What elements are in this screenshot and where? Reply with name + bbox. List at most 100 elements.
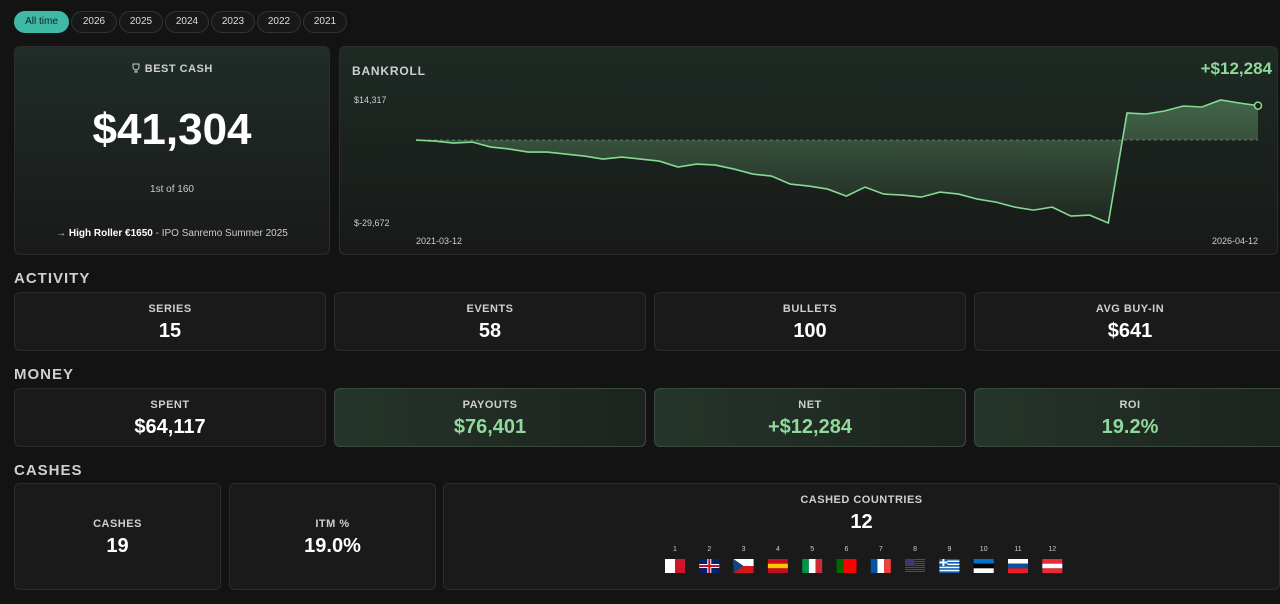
y-tick-label: $14,317: [354, 95, 387, 105]
flag-part: [708, 559, 711, 573]
countries-card: CASHED COUNTRIES 12 1 2 3 4 5 6 7 8 9 10 11 12: [443, 483, 1280, 590]
section-title: CASHES: [14, 462, 83, 479]
flag-rank: 3: [742, 546, 746, 553]
tab[interactable]: 2025: [119, 11, 163, 33]
flag-rank: 11: [1014, 546, 1021, 553]
flag-part: [877, 559, 885, 573]
flag-part: [905, 567, 926, 568]
flag-rank: 12: [1048, 546, 1056, 553]
flag-rank: 10: [980, 546, 988, 553]
stat-value: +$12,284: [768, 416, 852, 438]
area: [416, 100, 1258, 223]
flag-part: [1042, 559, 1063, 564]
bankroll-card: BANKROLL +$12,284 $14,317 $-29,672 2021-03…: [339, 46, 1278, 255]
flag-part: [733, 559, 754, 566]
flag-part: [767, 563, 788, 569]
flag-part: [1008, 568, 1028, 573]
bankroll-change: +$12,284: [1201, 59, 1273, 78]
flag-rank: 7: [879, 546, 883, 553]
countries-value: 12: [850, 511, 873, 533]
flag-part: [1042, 563, 1063, 569]
stat-card: SERIES 15: [14, 292, 326, 351]
stat-label: NET: [798, 399, 822, 411]
stat-value: $76,401: [453, 416, 527, 438]
flag-icon: [665, 559, 685, 573]
flag-icon: [870, 559, 891, 573]
tab[interactable]: 2023: [211, 11, 255, 33]
chart-title: BANKROLL: [352, 64, 426, 78]
flag-icon: [699, 559, 720, 573]
flag-part: [843, 559, 850, 573]
flag-part: [973, 563, 994, 569]
flag-rank: 4: [776, 546, 780, 553]
flag-part: [849, 559, 857, 573]
bankroll-chart: BANKROLL +$12,284 $14,317 $-29,672 2021-03…: [352, 59, 1273, 246]
best-cash-event-line: → High Roller €1650 - IPO Sanremo Summer…: [56, 228, 288, 239]
stat-card: BULLETS 100: [654, 292, 966, 351]
tab[interactable]: 2021: [303, 11, 347, 33]
flag-part: [767, 568, 788, 573]
flag-icon: [939, 559, 960, 573]
stat-label: AVG BUY-IN: [1095, 303, 1165, 315]
tab[interactable]: 2024: [165, 11, 209, 33]
flag-rank: 2: [707, 546, 711, 553]
stat-label: SPENT: [150, 399, 190, 411]
best-cash-amount: $41,304: [92, 105, 252, 154]
stat-label: ITM %: [315, 518, 350, 530]
stat-card: AVG BUY-IN $641: [974, 292, 1280, 351]
flag-icon: [905, 559, 926, 572]
flag-part: [1008, 559, 1028, 564]
event-name: High Roller €1650: [68, 228, 153, 239]
flag-part: [939, 560, 960, 562]
stat-label: EVENTS: [466, 303, 514, 315]
stat-value: 19.0%: [304, 535, 361, 557]
flag-icon: [836, 559, 857, 573]
flag-rank: 1: [673, 546, 677, 553]
flag-rank: 6: [845, 546, 849, 553]
stat-value: 100: [793, 320, 827, 342]
tab[interactable]: 2022: [257, 11, 301, 33]
best-cash-header: BEST CASH: [15, 63, 329, 75]
flag-part: [973, 568, 994, 573]
flag-part: [808, 559, 816, 573]
flag-part: [905, 559, 926, 560]
flag-part: [733, 566, 754, 573]
flag-part: [733, 559, 744, 573]
tab[interactable]: All time: [14, 11, 69, 33]
section-title: ACTIVITY: [14, 270, 91, 287]
flag-icon: [973, 559, 994, 573]
flag-list: 1 2 3 4 5 6 7 8 9 10 11 12: [665, 546, 1063, 573]
series-name: - IPO Sanremo Summer 2025: [155, 228, 288, 239]
flag-icon: [1008, 559, 1028, 573]
flag-part: [815, 559, 823, 573]
countries-label: CASHED COUNTRIES: [800, 494, 923, 506]
best-cash-rank: 1st of 160: [150, 184, 194, 195]
flag-part: [939, 561, 948, 564]
flag-part: [665, 559, 675, 573]
stat-label: CASHES: [93, 518, 142, 530]
best-cash-card: BEST CASH $41,304 1st of 160 → High Roll…: [14, 46, 330, 255]
stat-value: 19.2%: [1101, 416, 1159, 438]
stat-value: $641: [1107, 320, 1153, 342]
flag-part: [884, 559, 891, 573]
x-tick-label: 2021-03-12: [416, 236, 462, 246]
stat-label: BULLETS: [782, 303, 838, 315]
stat-value: $64,117: [134, 416, 206, 438]
flag-part: [905, 571, 926, 572]
flag-part: [939, 563, 960, 566]
stat-card: ROI 19.2%: [974, 388, 1280, 447]
y-tick-label: $-29,672: [354, 218, 390, 228]
tab[interactable]: 2026: [71, 11, 117, 33]
flag-part: [905, 565, 926, 566]
stat-value: 19: [106, 535, 129, 557]
flag-icon: [767, 559, 788, 573]
stat-card: PAYOUTS $76,401: [334, 388, 646, 447]
stat-card: ITM % 19.0%: [229, 483, 436, 590]
flag-part: [1008, 563, 1028, 569]
flag-icon: [733, 559, 754, 573]
stat-card: EVENTS 58: [334, 292, 646, 351]
section-title: MONEY: [14, 366, 75, 383]
trophy-icon: [132, 63, 140, 73]
x-tick-label: 2026-04-12: [1212, 236, 1258, 246]
flag-part: [905, 569, 926, 570]
